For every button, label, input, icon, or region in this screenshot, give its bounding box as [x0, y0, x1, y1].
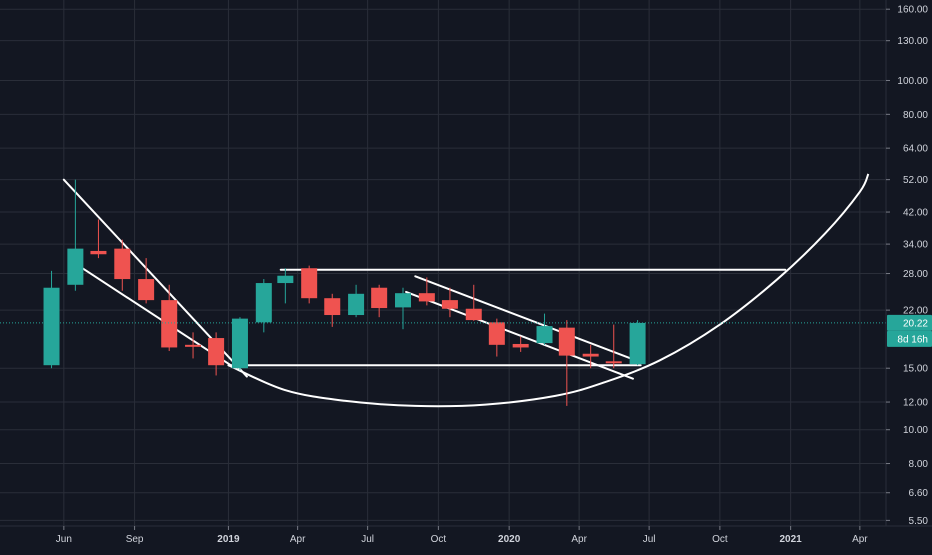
- candle-up: [255, 279, 272, 333]
- candle-body: [301, 268, 318, 299]
- price-axis-panel[interactable]: [886, 0, 932, 550]
- candle-up: [536, 313, 553, 345]
- candle-body: [536, 326, 553, 344]
- time-tick-label: Jul: [643, 534, 656, 545]
- candle-down: [114, 239, 131, 291]
- candle-up: [348, 284, 365, 318]
- candle-body: [582, 353, 599, 357]
- candle-body: [512, 343, 529, 348]
- candle-down: [488, 318, 505, 357]
- candle-body: [43, 287, 60, 366]
- price-tick-label: 100.00: [897, 76, 928, 87]
- price-tick-label: 52.00: [903, 175, 928, 186]
- grid-lines: [0, 0, 886, 526]
- countdown-badge: [887, 330, 932, 347]
- candle-body: [114, 248, 131, 280]
- time-tick-label: Apr: [852, 534, 868, 545]
- price-tick-label: 28.00: [903, 269, 928, 280]
- candle-down: [558, 320, 575, 406]
- candle-body: [208, 338, 225, 366]
- time-tick-label: Apr: [571, 534, 587, 545]
- price-labels: 20.22 8d 16h: [887, 314, 932, 347]
- price-tick-label: 34.00: [903, 240, 928, 251]
- candle-body: [418, 293, 435, 302]
- trend-line: [69, 259, 237, 370]
- price-tick-label: 64.00: [903, 144, 928, 155]
- candle-body: [277, 275, 294, 284]
- candle-down: [465, 284, 482, 321]
- candle-up: [629, 320, 646, 366]
- candle-down: [512, 336, 529, 352]
- candle-body: [488, 322, 505, 345]
- candle-body: [138, 279, 155, 301]
- trend-line: [414, 275, 642, 364]
- candle-down: [418, 277, 435, 306]
- candle-body: [395, 293, 412, 308]
- time-tick-label: Jun: [56, 534, 72, 545]
- candle-up: [231, 317, 248, 371]
- candle-down: [441, 287, 458, 318]
- candle-body: [348, 293, 365, 316]
- time-tick-label: Jul: [361, 534, 374, 545]
- candle-down: [371, 284, 388, 318]
- candle-up: [67, 179, 84, 291]
- time-tick-label: 2020: [498, 534, 521, 545]
- candle-up: [277, 268, 294, 304]
- last-price-label: 20.22: [903, 318, 928, 329]
- time-tick-label: 2021: [780, 534, 803, 545]
- candle-down: [605, 324, 622, 369]
- time-tick-label: Sep: [126, 534, 144, 545]
- time-tick-label: Oct: [431, 534, 447, 545]
- candle-body: [161, 300, 178, 348]
- candle-body: [629, 322, 646, 365]
- price-tick-label: 42.00: [903, 208, 928, 219]
- candle-down: [138, 258, 155, 304]
- candle-down: [208, 332, 225, 376]
- candle-down: [90, 219, 107, 259]
- time-axis[interactable]: Jun Sep 2019 Apr Jul Oct 2020 Apr Jul Oct 2021 Apr: [56, 526, 869, 545]
- candle-down: [301, 265, 318, 304]
- candle-body: [231, 318, 248, 369]
- price-tick-label: 12.00: [903, 398, 928, 409]
- candle-up: [43, 270, 60, 369]
- price-tick-label: 10.00: [903, 425, 928, 436]
- candle-body: [255, 283, 272, 323]
- last-price-badge: [887, 314, 932, 331]
- candles: [43, 179, 646, 406]
- time-tick-label: Oct: [712, 534, 728, 545]
- time-tick-label: 2019: [217, 534, 240, 545]
- candle-body: [558, 327, 575, 356]
- candle-body: [441, 300, 458, 309]
- price-tick-label: 160.00: [897, 5, 928, 16]
- candle-down: [324, 293, 341, 327]
- candle-up: [395, 287, 412, 330]
- candle-body: [371, 287, 388, 309]
- price-tick-label: 8.00: [909, 459, 929, 470]
- price-tick-label: 130.00: [897, 36, 928, 47]
- candle-down: [582, 344, 599, 369]
- price-tick-label: 6.60: [909, 488, 929, 499]
- candle-body: [67, 248, 84, 285]
- candle-down: [161, 284, 178, 352]
- candle-down: [185, 332, 202, 359]
- price-tick-label: 15.00: [903, 364, 928, 375]
- time-tick-label: Apr: [290, 534, 306, 545]
- countdown-label: 8d 16h: [897, 334, 928, 345]
- candle-body: [324, 298, 341, 316]
- candle-body: [465, 308, 482, 321]
- price-axis[interactable]: 160.00 130.00 100.00 80.00 64.00 52.00 42.00 34…: [886, 5, 928, 527]
- price-tick-label: 5.50: [909, 516, 929, 527]
- candle-body: [605, 361, 622, 364]
- price-tick-label: 80.00: [903, 110, 928, 121]
- candle-body: [90, 250, 107, 255]
- price-tick-label: 22.00: [903, 306, 928, 317]
- rounding-bottom-curve: [228, 173, 870, 408]
- candle-body: [185, 344, 202, 347]
